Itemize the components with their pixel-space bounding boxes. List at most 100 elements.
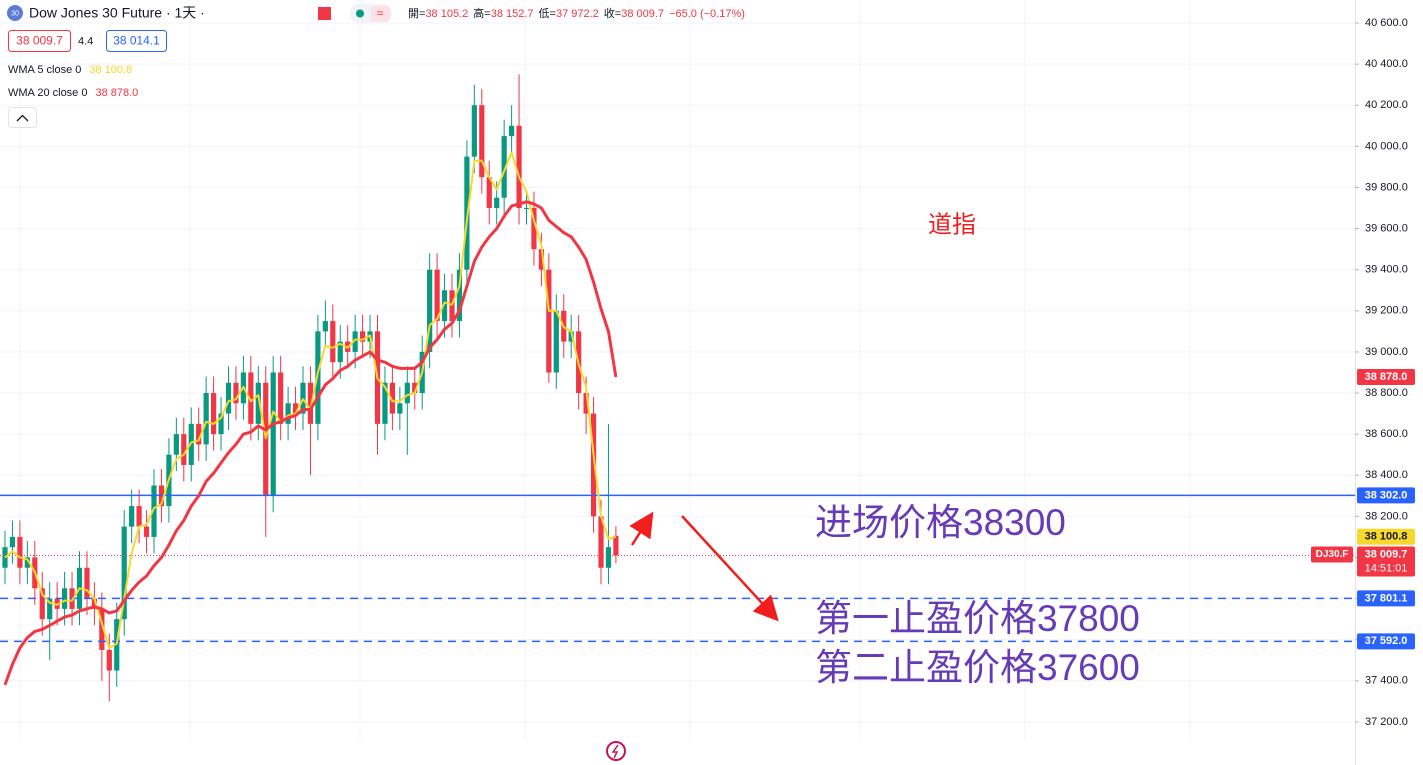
candle-body <box>330 321 336 363</box>
grid <box>0 0 1355 740</box>
candle-body <box>538 249 544 270</box>
candle-body <box>449 290 455 322</box>
candle-body <box>531 208 537 250</box>
candle-body <box>188 423 194 465</box>
candle-body <box>397 403 403 414</box>
candle-body <box>129 506 135 527</box>
candle-body <box>136 506 142 527</box>
annotation-target1: 第一止盈价格37800 <box>815 598 1140 639</box>
y-tick-label: 40 200.0 <box>1365 99 1408 111</box>
wma-line <box>3 200 618 686</box>
candle-body <box>270 372 276 496</box>
candle-body <box>427 269 433 352</box>
logo-text: 30 <box>11 10 19 17</box>
ohlc-name: 收= <box>604 6 621 20</box>
plot <box>0 74 1355 702</box>
ohlc-value: 38 105.2 <box>425 8 468 20</box>
y-tick-label: 38 400.0 <box>1365 469 1408 481</box>
collapse-icon <box>16 114 29 122</box>
ask: 38 014.1 <box>113 34 160 48</box>
candle-body <box>404 382 410 404</box>
ask-box[interactable] <box>106 30 167 52</box>
candle-body <box>255 382 261 424</box>
collapse-button[interactable] <box>8 107 37 128</box>
candle-body <box>494 197 500 209</box>
toggle-icon <box>371 6 390 21</box>
ohlc-readout: 開= 38 105.2 高= 38 152.7 低= 37 972.2 收= 38 009.7… <box>408 6 745 20</box>
series-label-box <box>1357 368 1415 385</box>
ohlc-change: −65.0 (−0.17%) <box>669 8 745 20</box>
last-price-box <box>1357 546 1415 577</box>
candle-body <box>285 403 291 424</box>
candle-body <box>337 341 343 363</box>
last-price-time: 14:51:01 <box>1365 562 1408 574</box>
logo <box>7 5 23 21</box>
y-tick-label: 38 800.0 <box>1365 387 1408 399</box>
candle-body <box>62 588 68 609</box>
legend-value: 38 100.8 <box>89 64 132 76</box>
candle-body <box>99 608 105 650</box>
candle-body <box>84 567 90 599</box>
event-bolt <box>611 744 619 759</box>
bid: 38 009.7 <box>16 34 63 48</box>
candle-body <box>91 598 97 609</box>
price-label: 37 592.0 <box>1365 635 1408 647</box>
last-price-label: 38 009.7 <box>1365 548 1408 560</box>
legend-name: WMA 5 close 0 <box>8 64 81 76</box>
candle-body <box>456 269 463 322</box>
annotation-index: 道指 <box>928 211 976 238</box>
candle-body <box>203 393 209 445</box>
candle-body <box>17 536 23 568</box>
legend-name: WMA 20 close 0 <box>8 87 87 99</box>
y-tick-label: 39 400.0 <box>1365 264 1408 276</box>
symbol-title: Dow Jones 30 Future · 1天 · <box>29 5 205 21</box>
y-tick-label: 39 800.0 <box>1365 181 1408 193</box>
bid-box[interactable] <box>8 30 71 52</box>
candle-body <box>516 125 522 209</box>
candle-body <box>360 331 366 342</box>
candle-body <box>434 269 440 322</box>
candle-body <box>39 588 45 620</box>
y-tick-label: 39 000.0 <box>1365 346 1408 358</box>
candle-body <box>605 547 612 568</box>
candle-body <box>523 208 530 210</box>
candle-body <box>501 136 507 198</box>
candle-body <box>151 485 157 537</box>
spread: 4.4 <box>78 35 93 47</box>
y-tick-label: 39 600.0 <box>1365 222 1408 234</box>
candle-body <box>106 649 112 671</box>
ohlc-value: 37 972.2 <box>556 8 599 20</box>
series-label: 38 878.0 <box>1365 371 1408 383</box>
price-axis: 37 200.037 400.037 600.037 800.038 000.0… <box>1311 17 1415 728</box>
candle-body <box>47 598 53 620</box>
y-tick-label: 38 200.0 <box>1365 510 1408 522</box>
price-label: 38 302.0 <box>1365 489 1408 501</box>
flag-icon[interactable] <box>318 7 331 20</box>
price-label: 37 801.1 <box>1365 592 1408 604</box>
candle-body <box>509 125 515 137</box>
y-tick-label: 40 400.0 <box>1365 58 1408 70</box>
candle-body <box>590 413 597 517</box>
series-label: 38 100.8 <box>1365 531 1408 543</box>
candle-body <box>613 535 619 556</box>
candle-body <box>322 321 328 332</box>
arrow-up <box>629 511 654 546</box>
candle-body <box>471 105 477 157</box>
price-label-box <box>1357 633 1415 650</box>
event-icon[interactable] <box>606 741 626 761</box>
annotation-entry: 进场价格38300 <box>815 502 1066 543</box>
candle-body <box>479 105 485 178</box>
legend-value: 38 878.0 <box>95 87 138 99</box>
candle-body <box>263 382 269 496</box>
candle-body <box>173 434 179 455</box>
candle-body <box>486 177 492 209</box>
candle-body <box>196 423 202 445</box>
ohlc-value: 38 009.7 <box>621 8 664 20</box>
candle-body <box>583 393 589 414</box>
candle-body <box>121 526 127 620</box>
price-label-box <box>1357 590 1415 607</box>
y-tick-label: 40 600.0 <box>1365 17 1408 29</box>
candle-body <box>218 413 224 435</box>
candle-body <box>568 331 574 342</box>
